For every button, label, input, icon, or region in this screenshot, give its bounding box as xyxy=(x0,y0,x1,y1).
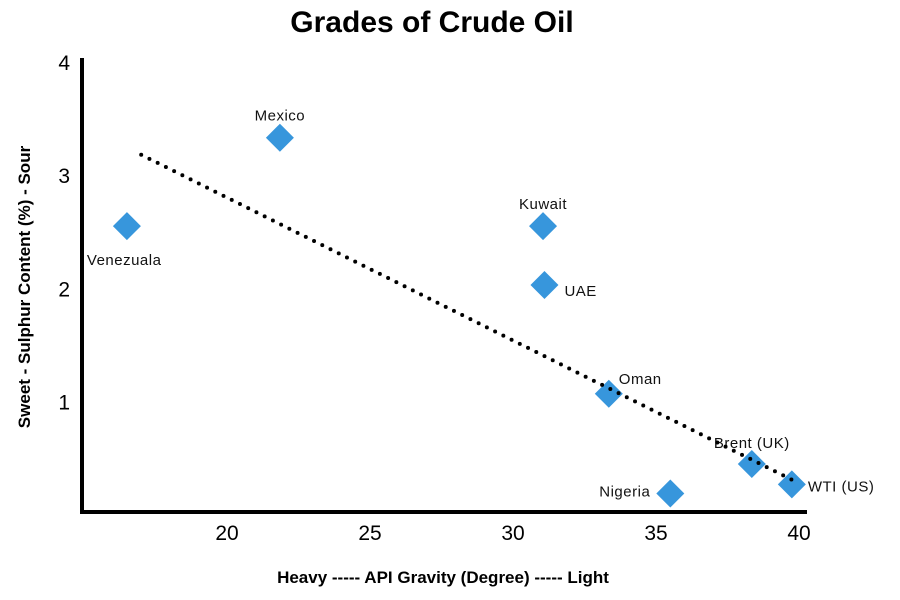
x-tick-label: 25 xyxy=(358,522,381,545)
y-axis-label: Sweet - Sulphur Content (%) - Sour xyxy=(15,145,34,428)
x-tick-label: 30 xyxy=(501,522,524,545)
data-point-label: Mexico xyxy=(255,108,306,125)
data-point-label: Oman xyxy=(619,371,662,388)
data-point-label: Kuwait xyxy=(519,196,567,213)
data-point-label: UAE xyxy=(564,283,596,300)
data-point-label: WTI (US) xyxy=(808,478,874,495)
y-tick-label: 3 xyxy=(58,165,70,188)
x-tick-label: 20 xyxy=(215,522,238,545)
x-tick-label: 35 xyxy=(644,522,667,545)
data-point-label: Nigeria xyxy=(599,483,650,500)
x-tick-label: 40 xyxy=(787,522,810,545)
data-point-label: Venezuala xyxy=(87,252,162,269)
chart-title: Grades of Crude Oil xyxy=(290,6,573,39)
data-point-marker xyxy=(656,479,685,508)
y-tick-label: 2 xyxy=(58,278,70,301)
data-point-marker xyxy=(529,212,558,241)
x-axis-label: Heavy ----- API Gravity (Degree) ----- L… xyxy=(277,568,609,587)
y-tick-label: 4 xyxy=(58,52,70,75)
data-point-marker xyxy=(530,271,559,300)
data-point-marker xyxy=(265,123,294,152)
trendline xyxy=(139,152,801,486)
data-point-marker xyxy=(737,450,766,479)
data-point-label: Brent (UK) xyxy=(714,435,790,452)
y-tick-label: 1 xyxy=(58,392,70,415)
data-point-marker xyxy=(777,470,806,499)
data-point-marker xyxy=(112,212,141,241)
